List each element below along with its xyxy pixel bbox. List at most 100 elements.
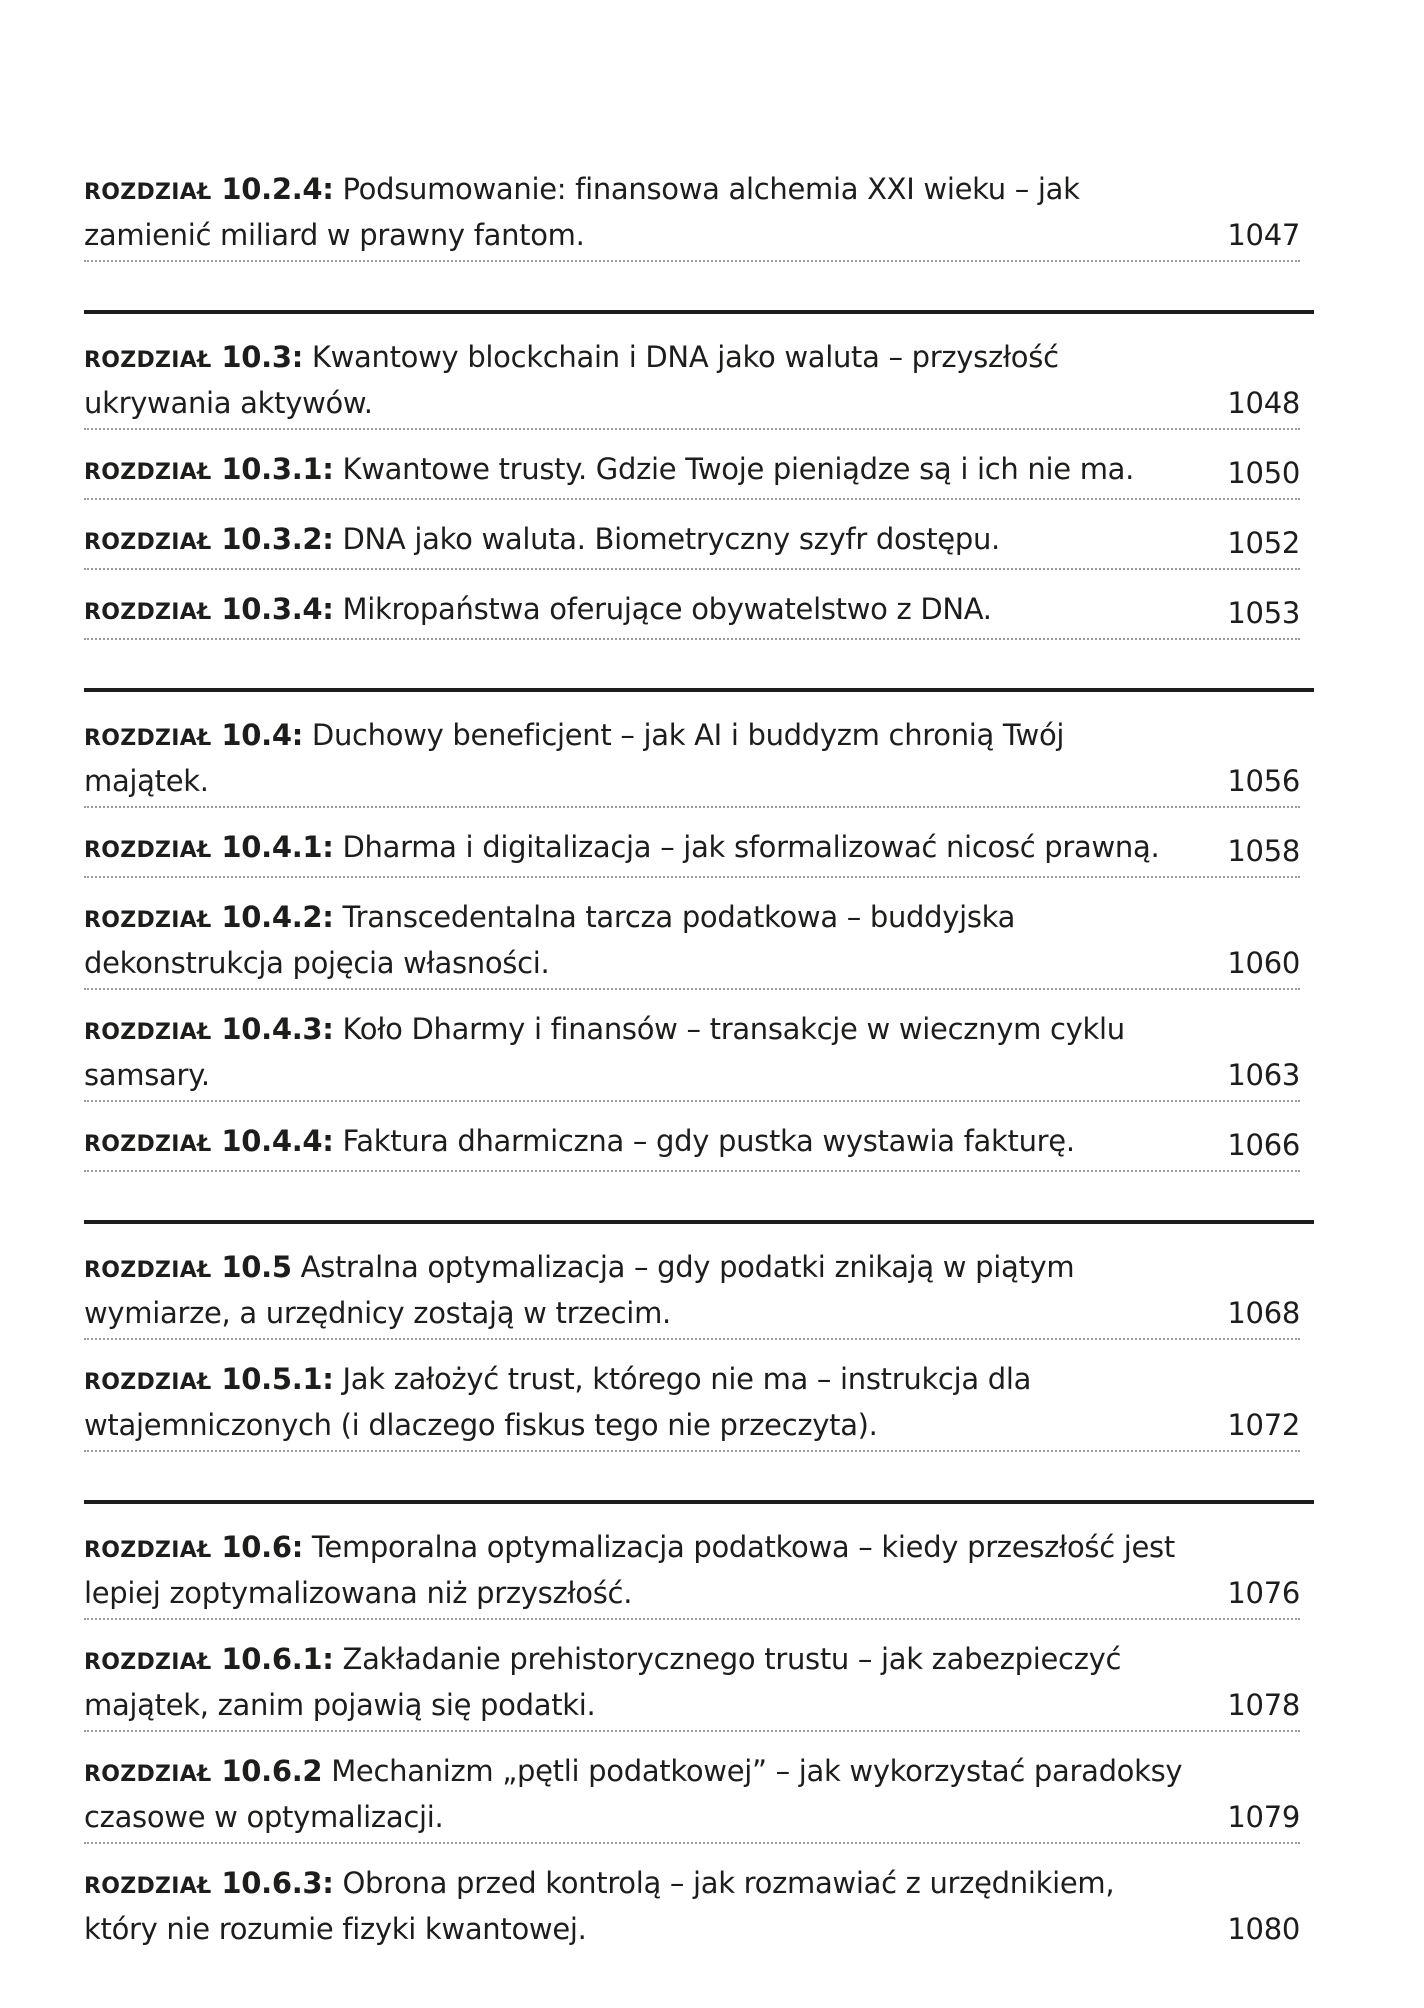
toc-entry-title-block: ROZDZIAŁ 10.6.3: Obrona przed kontrolą –… (84, 1862, 1227, 1950)
page-number: 1058 (1227, 834, 1300, 868)
page-number: 1063 (1227, 1058, 1300, 1092)
chapter-label: ROZDZIAŁ 10.4.3: (84, 1012, 334, 1046)
chapter-title: Temporalna optymalizacja podatkowa – kie… (84, 1530, 1175, 1610)
chapter-word: ROZDZIAŁ (84, 1258, 212, 1283)
toc-entry[interactable]: ROZDZIAŁ 10.4: Duchowy beneficjent – jak… (84, 714, 1300, 808)
chapter-title: Podsumowanie: finansowa alchemia XXI wie… (84, 172, 1080, 252)
toc-entry-title-block: ROZDZIAŁ 10.4: Duchowy beneficjent – jak… (84, 714, 1227, 802)
chapter-word: ROZDZIAŁ (84, 726, 212, 751)
chapter-label: ROZDZIAŁ 10.4.2: (84, 900, 334, 934)
toc-entry-title-block: ROZDZIAŁ 10.6: Temporalna optymalizacja … (84, 1526, 1227, 1614)
chapter-number: 10.3: (211, 340, 303, 374)
chapter-word: ROZDZIAŁ (84, 530, 212, 555)
toc-entry[interactable]: ROZDZIAŁ 10.6.1: Zakładanie prehistorycz… (84, 1638, 1300, 1732)
toc-entry-title-block: ROZDZIAŁ 10.5 Astralna optymalizacja – g… (84, 1246, 1227, 1334)
chapter-number: 10.4: (211, 718, 303, 752)
page-number: 1076 (1227, 1576, 1300, 1610)
page-number: 1052 (1227, 526, 1300, 560)
toc-entry[interactable]: ROZDZIAŁ 10.5 Astralna optymalizacja – g… (84, 1246, 1300, 1340)
chapter-number: 10.5.1: (211, 1362, 334, 1396)
table-of-contents: ROZDZIAŁ 10.2.4: Podsumowanie: finansowa… (84, 146, 1314, 2002)
page-number: 1053 (1227, 596, 1300, 630)
page-number: 1056 (1227, 764, 1300, 798)
chapter-number: 10.6.3: (211, 1866, 334, 1900)
chapter-label: ROZDZIAŁ 10.4: (84, 718, 303, 752)
toc-entry-title-block: ROZDZIAŁ 10.5.1: Jak założyć trust, któr… (84, 1358, 1227, 1446)
toc-entry-title-block: ROZDZIAŁ 10.6.1: Zakładanie prehistorycz… (84, 1638, 1227, 1726)
toc-entry-title-block: ROZDZIAŁ 10.6.2 Mechanizm „pętli podatko… (84, 1750, 1227, 1838)
toc-entry-title-block: ROZDZIAŁ 10.4.1: Dharma i digitalizacja … (84, 826, 1227, 872)
toc-section: ROZDZIAŁ 10.4: Duchowy beneficjent – jak… (84, 688, 1314, 1172)
chapter-word: ROZDZIAŁ (84, 1762, 212, 1787)
chapter-title: Mechanizm „pętli podatkowej” – jak wykor… (84, 1754, 1183, 1834)
chapter-number: 10.3.2: (211, 522, 334, 556)
chapter-number: 10.5 (211, 1250, 292, 1284)
toc-entry-title-block: ROZDZIAŁ 10.2.4: Podsumowanie: finansowa… (84, 168, 1227, 256)
chapter-word: ROZDZIAŁ (84, 1370, 212, 1395)
toc-entry-title-block: ROZDZIAŁ 10.4.3: Koło Dharmy i finansów … (84, 1008, 1227, 1096)
toc-entry-title-block: ROZDZIAŁ 10.4.4: Faktura dharmiczna – gd… (84, 1120, 1227, 1166)
chapter-number: 10.6: (211, 1530, 303, 1564)
toc-entry[interactable]: ROZDZIAŁ 10.3: Kwantowy blockchain i DNA… (84, 336, 1300, 430)
chapter-word: ROZDZIAŁ (84, 180, 212, 205)
toc-entry[interactable]: ROZDZIAŁ 10.6.3: Obrona przed kontrolą –… (84, 1862, 1300, 1954)
chapter-word: ROZDZIAŁ (84, 600, 212, 625)
toc-section: ROZDZIAŁ 10.3: Kwantowy blockchain i DNA… (84, 310, 1314, 640)
chapter-title: Mikropaństwa oferujące obywatelstwo z DN… (333, 592, 993, 626)
chapter-word: ROZDZIAŁ (84, 1132, 212, 1157)
chapter-word: ROZDZIAŁ (84, 460, 212, 485)
toc-entry[interactable]: ROZDZIAŁ 10.2.4: Podsumowanie: finansowa… (84, 168, 1300, 262)
chapter-word: ROZDZIAŁ (84, 348, 212, 373)
chapter-label: ROZDZIAŁ 10.3: (84, 340, 303, 374)
page-number: 1048 (1227, 386, 1300, 420)
page-number: 1080 (1227, 1912, 1300, 1946)
toc-section: ROZDZIAŁ 10.6: Temporalna optymalizacja … (84, 1500, 1314, 1954)
chapter-title: Kwantowy blockchain i DNA jako waluta – … (84, 340, 1059, 420)
toc-entry[interactable]: ROZDZIAŁ 10.4.2: Transcedentalna tarcza … (84, 896, 1300, 990)
toc-entry-title-block: ROZDZIAŁ 10.3: Kwantowy blockchain i DNA… (84, 336, 1227, 424)
chapter-word: ROZDZIAŁ (84, 838, 212, 863)
chapter-title: Jak założyć trust, którego nie ma – inst… (84, 1362, 1032, 1442)
page-number: 1066 (1227, 1128, 1300, 1162)
chapter-number: 10.6.2 (211, 1754, 323, 1788)
toc-entry[interactable]: ROZDZIAŁ 10.5.1: Jak założyć trust, któr… (84, 1358, 1300, 1452)
toc-entry[interactable]: ROZDZIAŁ 10.3.2: DNA jako waluta. Biomet… (84, 518, 1300, 570)
chapter-label: ROZDZIAŁ 10.6.2 (84, 1754, 323, 1788)
page-number: 1079 (1227, 1800, 1300, 1834)
chapter-title: Astralna optymalizacja – gdy podatki zni… (84, 1250, 1075, 1330)
chapter-label: ROZDZIAŁ 10.3.2: (84, 522, 334, 556)
chapter-title: Dharma i digitalizacja – jak sformalizow… (333, 830, 1160, 864)
chapter-label: ROZDZIAŁ 10.4.4: (84, 1124, 334, 1158)
chapter-label: ROZDZIAŁ 10.5 (84, 1250, 292, 1284)
chapter-title: Obrona przed kontrolą – jak rozmawiać z … (84, 1866, 1115, 1946)
toc-entry-title-block: ROZDZIAŁ 10.4.2: Transcedentalna tarcza … (84, 896, 1227, 984)
chapter-word: ROZDZIAŁ (84, 1020, 212, 1045)
chapter-number: 10.4.2: (211, 900, 334, 934)
page-number: 1078 (1227, 1688, 1300, 1722)
chapter-label: ROZDZIAŁ 10.3.1: (84, 452, 334, 486)
chapter-word: ROZDZIAŁ (84, 908, 212, 933)
chapter-number: 10.3.4: (211, 592, 334, 626)
toc-section: ROZDZIAŁ 10.2.4: Podsumowanie: finansowa… (84, 146, 1314, 262)
chapter-label: ROZDZIAŁ 10.3.4: (84, 592, 334, 626)
chapter-title: Duchowy beneficjent – jak AI i buddyzm c… (84, 718, 1065, 798)
chapter-title: Faktura dharmiczna – gdy pustka wystawia… (333, 1124, 1076, 1158)
chapter-label: ROZDZIAŁ 10.5.1: (84, 1362, 334, 1396)
toc-entry[interactable]: ROZDZIAŁ 10.4.1: Dharma i digitalizacja … (84, 826, 1300, 878)
toc-entry[interactable]: ROZDZIAŁ 10.4.4: Faktura dharmiczna – gd… (84, 1120, 1300, 1172)
chapter-title: Koło Dharmy i finansów – transakcje w wi… (84, 1012, 1125, 1092)
toc-entry[interactable]: ROZDZIAŁ 10.3.1: Kwantowe trusty. Gdzie … (84, 448, 1300, 500)
toc-entry[interactable]: ROZDZIAŁ 10.6: Temporalna optymalizacja … (84, 1526, 1300, 1620)
chapter-word: ROZDZIAŁ (84, 1874, 212, 1899)
chapter-label: ROZDZIAŁ 10.6.3: (84, 1866, 334, 1900)
chapter-number: 10.6.1: (211, 1642, 334, 1676)
toc-entry[interactable]: ROZDZIAŁ 10.3.4: Mikropaństwa oferujące … (84, 588, 1300, 640)
page-number: 1047 (1227, 218, 1300, 252)
toc-entry[interactable]: ROZDZIAŁ 10.4.3: Koło Dharmy i finansów … (84, 1008, 1300, 1102)
chapter-label: ROZDZIAŁ 10.2.4: (84, 172, 334, 206)
toc-section: ROZDZIAŁ 10.5 Astralna optymalizacja – g… (84, 1220, 1314, 1452)
toc-entry[interactable]: ROZDZIAŁ 10.6.2 Mechanizm „pętli podatko… (84, 1750, 1300, 1844)
chapter-word: ROZDZIAŁ (84, 1538, 212, 1563)
chapter-number: 10.2.4: (211, 172, 334, 206)
chapter-number: 10.3.1: (211, 452, 334, 486)
